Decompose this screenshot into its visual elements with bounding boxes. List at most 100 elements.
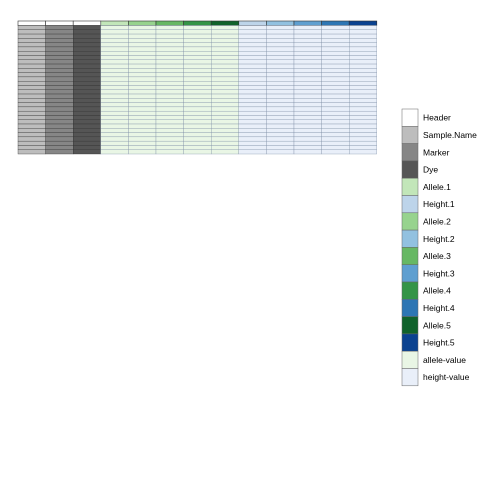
cell-height-2-8 bbox=[266, 55, 295, 60]
cell-allele-1-2 bbox=[100, 29, 129, 35]
cell-height-4-12 bbox=[321, 72, 350, 78]
cell-height-3-4 bbox=[293, 38, 322, 43]
cell-height-1-17 bbox=[238, 93, 267, 99]
legend-label-allele-3: Allele.3 bbox=[423, 251, 451, 261]
cell-height-3-9 bbox=[293, 59, 322, 65]
cell-dye-13 bbox=[73, 76, 101, 82]
cell-allele-1-24 bbox=[100, 123, 129, 129]
cell-height-1-29 bbox=[238, 145, 267, 150]
cell-height-5-5 bbox=[349, 42, 377, 48]
cell-height-2-4 bbox=[266, 38, 295, 43]
cell-height-1-14 bbox=[238, 81, 267, 86]
cell-height-3-2 bbox=[293, 29, 322, 35]
cell-allele-3-24 bbox=[155, 123, 184, 129]
cell-height-4-24 bbox=[321, 123, 350, 129]
cell-height-4-8 bbox=[321, 55, 350, 60]
cell-sample-name-25 bbox=[17, 128, 46, 133]
cell-marker-30 bbox=[45, 149, 74, 155]
cell-marker-7 bbox=[45, 51, 74, 56]
cell-height-5-21 bbox=[349, 110, 377, 116]
cell-allele-5-15 bbox=[211, 85, 239, 90]
cell-height-3-10 bbox=[293, 63, 322, 69]
legend-swatch-header bbox=[401, 108, 419, 127]
cell-height-1-27 bbox=[238, 136, 267, 142]
cell-dye-24 bbox=[73, 123, 101, 129]
cell-allele-3-15 bbox=[155, 85, 184, 90]
cell-height-5-10 bbox=[349, 63, 377, 69]
cell-marker-19 bbox=[45, 102, 74, 108]
cell-height-1-12 bbox=[238, 72, 267, 78]
cell-allele-3-3 bbox=[155, 33, 184, 39]
cell-allele-1-21 bbox=[100, 110, 129, 116]
cell-height-2-2 bbox=[266, 29, 295, 35]
cell-height-4-30 bbox=[321, 149, 350, 155]
cell-height-5-19 bbox=[349, 102, 377, 108]
cell-allele-3-5 bbox=[155, 42, 184, 48]
cell-height-3-15 bbox=[293, 85, 322, 90]
cell-height-5-8 bbox=[349, 55, 377, 60]
cell-allele-4-15 bbox=[183, 85, 212, 90]
cell-sample-name-5 bbox=[17, 42, 46, 48]
cell-allele-3-13 bbox=[155, 76, 184, 82]
cell-allele-1-11 bbox=[100, 68, 129, 73]
cell-height-5-18 bbox=[349, 98, 377, 103]
cell-allele-1-22 bbox=[100, 115, 129, 120]
header-cell-allele-4 bbox=[183, 20, 212, 26]
cell-allele-3-29 bbox=[155, 145, 184, 150]
cell-allele-3-25 bbox=[155, 128, 184, 133]
cell-allele-5-17 bbox=[211, 93, 239, 99]
header-cell-height-4 bbox=[321, 20, 350, 26]
legend-label-dye: Dye bbox=[423, 165, 438, 175]
cell-allele-1-14 bbox=[100, 81, 129, 86]
cell-allele-1-15 bbox=[100, 85, 129, 90]
legend-swatch-allele-3 bbox=[401, 247, 419, 265]
cell-dye-26 bbox=[73, 132, 101, 138]
cell-height-2-10 bbox=[266, 63, 295, 69]
cell-sample-name-16 bbox=[17, 89, 46, 95]
legend-swatch-height-1 bbox=[401, 195, 419, 214]
cell-allele-1-12 bbox=[100, 72, 129, 78]
cell-height-5-28 bbox=[349, 140, 377, 146]
cell-allele-2-20 bbox=[128, 106, 157, 112]
legend-label-allele-value: allele-value bbox=[423, 355, 466, 365]
cell-marker-27 bbox=[45, 136, 74, 142]
cell-sample-name-26 bbox=[17, 132, 46, 138]
cell-height-1-11 bbox=[238, 68, 267, 73]
cell-height-1-28 bbox=[238, 140, 267, 146]
cell-allele-1-17 bbox=[100, 93, 129, 99]
cell-allele-1-16 bbox=[100, 89, 129, 95]
cell-height-1-15 bbox=[238, 85, 267, 90]
cell-height-3-8 bbox=[293, 55, 322, 60]
cell-dye-12 bbox=[73, 72, 101, 78]
cell-height-5-2 bbox=[349, 29, 377, 35]
cell-allele-1-10 bbox=[100, 63, 129, 69]
legend-label-height-5: Height.5 bbox=[423, 338, 455, 348]
cell-height-4-1 bbox=[321, 25, 350, 30]
cell-height-3-29 bbox=[293, 145, 322, 150]
cell-allele-1-25 bbox=[100, 128, 129, 133]
cell-allele-4-30 bbox=[183, 149, 212, 155]
cell-height-1-25 bbox=[238, 128, 267, 133]
cell-dye-1 bbox=[73, 25, 101, 30]
cell-allele-1-27 bbox=[100, 136, 129, 142]
cell-sample-name-4 bbox=[17, 38, 46, 43]
cell-allele-5-29 bbox=[211, 145, 239, 150]
cell-allele-3-20 bbox=[155, 106, 184, 112]
cell-height-4-11 bbox=[321, 68, 350, 73]
cell-marker-12 bbox=[45, 72, 74, 78]
cell-height-2-21 bbox=[266, 110, 295, 116]
cell-height-2-13 bbox=[266, 76, 295, 82]
cell-allele-2-23 bbox=[128, 119, 157, 125]
cell-height-3-1 bbox=[293, 25, 322, 30]
cell-allele-5-30 bbox=[211, 149, 239, 155]
cell-allele-3-11 bbox=[155, 68, 184, 73]
cell-marker-25 bbox=[45, 128, 74, 133]
cell-sample-name-11 bbox=[17, 68, 46, 73]
cell-allele-5-7 bbox=[211, 51, 239, 56]
cell-allele-5-22 bbox=[211, 115, 239, 120]
cell-height-1-26 bbox=[238, 132, 267, 138]
cell-sample-name-6 bbox=[17, 46, 46, 52]
cell-marker-16 bbox=[45, 89, 74, 95]
cell-allele-5-11 bbox=[211, 68, 239, 73]
cell-allele-2-9 bbox=[128, 59, 157, 65]
